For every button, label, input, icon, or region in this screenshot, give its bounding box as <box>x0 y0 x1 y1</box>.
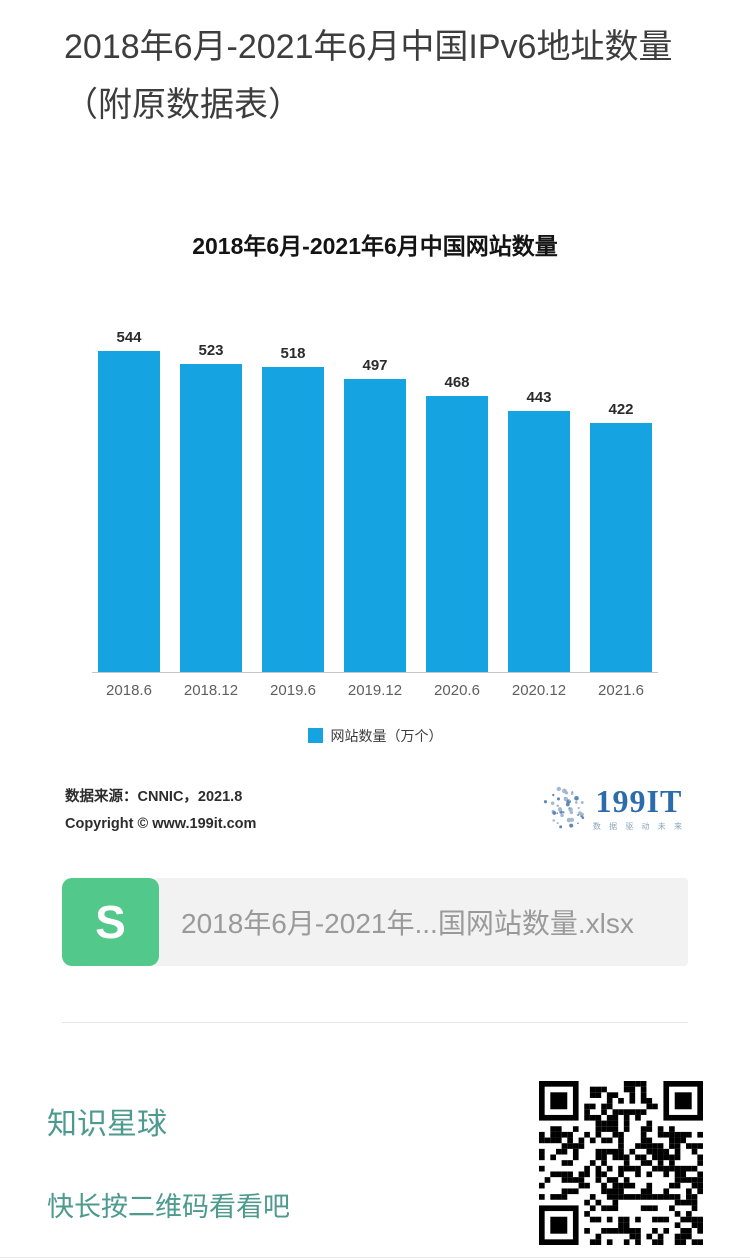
bar-column: 422 <box>590 401 652 672</box>
chart-title: 2018年6月-2021年6月中国网站数量 <box>192 232 558 259</box>
promo-brand: 知识星球 <box>47 1107 167 1141</box>
file-attachment[interactable]: S 2018年6月-2021年...国网站数量.xlsx <box>62 877 688 966</box>
logo-199it: 199IT 数 据 驱 动 未 来 <box>539 784 685 834</box>
dandelion-dots-icon <box>543 786 585 829</box>
bar-value-label: 468 <box>444 373 470 391</box>
bar <box>98 350 160 672</box>
plot-area: 544 523 518 497 468 443 422 2018.6 2018.12 2019.… <box>92 317 658 699</box>
bottom-divider <box>0 1257 750 1258</box>
bar-column: 523 <box>180 342 242 672</box>
bar-column: 468 <box>426 374 488 672</box>
bar-column: 544 <box>98 329 160 672</box>
copyright-text: Copyright © www.199it.com <box>65 815 257 832</box>
legend-label: 网站数量（万个） <box>330 727 443 744</box>
bar-value-label: 443 <box>526 388 552 406</box>
x-axis-label: 2021.6 <box>598 681 644 699</box>
chart-legend: 网站数量（万个） <box>55 726 695 746</box>
bar-column: 518 <box>262 345 324 672</box>
promo-section: 知识星球 快长按二维码看看吧 <box>47 1080 703 1245</box>
legend-swatch <box>307 728 323 744</box>
bar <box>344 378 406 672</box>
x-axis-label: 2019.12 <box>347 681 403 699</box>
bar-value-label: 544 <box>116 328 142 346</box>
bar-column: 497 <box>344 357 406 672</box>
attachment-filename: 2018年6月-2021年...国网站数量.xlsx <box>181 907 634 939</box>
attachment-body: 2018年6月-2021年...国网站数量.xlsx <box>155 877 688 966</box>
bar-column: 443 <box>508 389 570 672</box>
x-axis-label: 2018.12 <box>183 681 239 699</box>
bar <box>426 395 488 672</box>
bar-value-label: 523 <box>198 341 224 359</box>
bar-value-label: 422 <box>608 400 634 418</box>
promo-texts: 知识星球 快长按二维码看看吧 <box>47 1081 290 1224</box>
logo-wordmark: 199IT 数 据 驱 动 未 来 <box>593 785 685 832</box>
page-title-line2: （附原数据表） <box>64 86 302 125</box>
spreadsheet-file-icon: S <box>62 877 159 966</box>
logo-text: 199IT <box>595 783 683 820</box>
bar-chart: 2018年6月-2021年6月中国网站数量 544 523 518 497 468 443… <box>55 227 695 838</box>
bars-container: 544 523 518 497 468 443 422 <box>92 317 658 673</box>
bar <box>590 422 652 672</box>
x-axis-label: 2019.6 <box>270 681 316 699</box>
page-title-line1: 2018年6月-2021年6月中国IPv6地址数量 <box>64 28 673 66</box>
spreadsheet-icon-letter: S <box>95 895 126 948</box>
bar-value-label: 518 <box>280 344 306 362</box>
bar-value-label: 497 <box>362 356 388 374</box>
page-title: 2018年6月-2021年6月中国IPv6地址数量 （附原数据表） <box>64 18 686 135</box>
qr-code[interactable] <box>539 1080 703 1245</box>
bar <box>508 410 570 672</box>
logo-subtext: 数 据 驱 动 未 来 <box>592 822 685 832</box>
chart-footer: 数据来源：CNNIC，2021.8 Copyright © www.199it.… <box>65 784 685 838</box>
x-axis-label: 2020.12 <box>511 681 567 699</box>
x-axis-labels: 2018.6 2018.12 2019.6 2019.12 2020.6 2020.12 2… <box>92 682 658 699</box>
bar <box>180 363 242 672</box>
bar <box>262 366 324 672</box>
source-block: 数据来源：CNNIC，2021.8 Copyright © www.199it.… <box>65 784 256 838</box>
x-axis-label: 2018.6 <box>106 681 152 699</box>
data-source-text: 数据来源：CNNIC，2021.8 <box>65 788 243 805</box>
x-axis-label: 2020.6 <box>434 681 480 699</box>
promo-tip: 快长按二维码看看吧 <box>47 1191 290 1222</box>
section-divider <box>62 1021 688 1023</box>
